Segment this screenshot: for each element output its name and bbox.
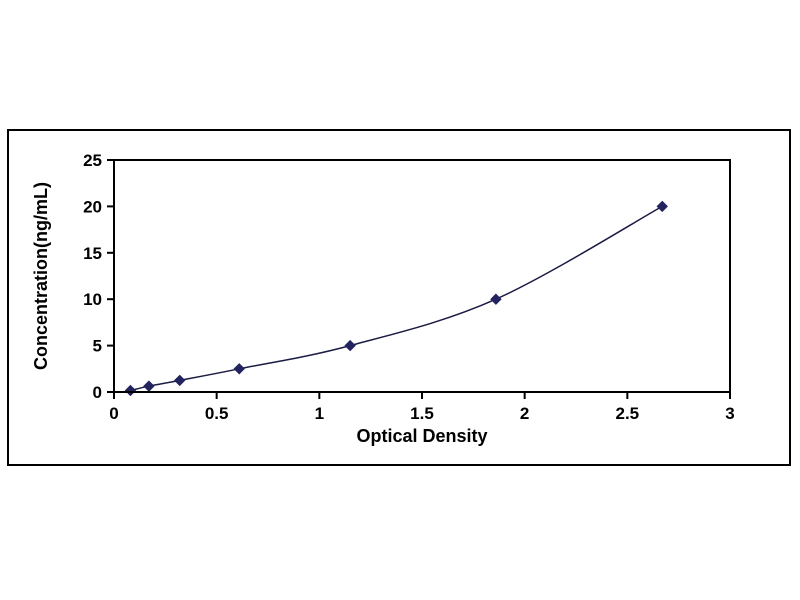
- y-tick-label: 15: [83, 244, 102, 263]
- y-tick-label: 20: [83, 197, 102, 216]
- data-point-marker: [233, 363, 245, 375]
- x-tick-label: 0: [109, 404, 118, 423]
- data-point-marker: [124, 384, 137, 397]
- data-point-marker: [490, 293, 502, 305]
- data-point-marker: [656, 200, 668, 213]
- y-tick-label: 10: [83, 290, 102, 309]
- x-tick-label: 1: [315, 404, 324, 423]
- data-point-marker: [173, 374, 186, 387]
- plot-border: [113, 159, 731, 393]
- data-point-marker: [344, 339, 356, 352]
- y-axis-title: Concentration(ng/mL): [31, 182, 51, 370]
- x-axis-title: Optical Density: [356, 426, 487, 446]
- x-tick-label: 3: [725, 404, 734, 423]
- y-tick-label: 0: [93, 383, 102, 402]
- data-point-marker: [143, 380, 155, 392]
- y-tick-label: 5: [93, 337, 102, 356]
- standard-curve-plot: Optical Density Concentration(ng/mL) 0 0.…: [31, 151, 735, 446]
- chart-frame: Optical Density Concentration(ng/mL) 0 0.…: [7, 129, 791, 466]
- curve-line: [130, 205, 663, 392]
- x-tick-label: 2: [520, 404, 529, 423]
- x-tick-label: 0.5: [205, 404, 229, 423]
- x-tick-label: 1.5: [410, 404, 434, 423]
- x-tick-label: 2.5: [616, 404, 640, 423]
- y-tick-label: 25: [83, 151, 102, 170]
